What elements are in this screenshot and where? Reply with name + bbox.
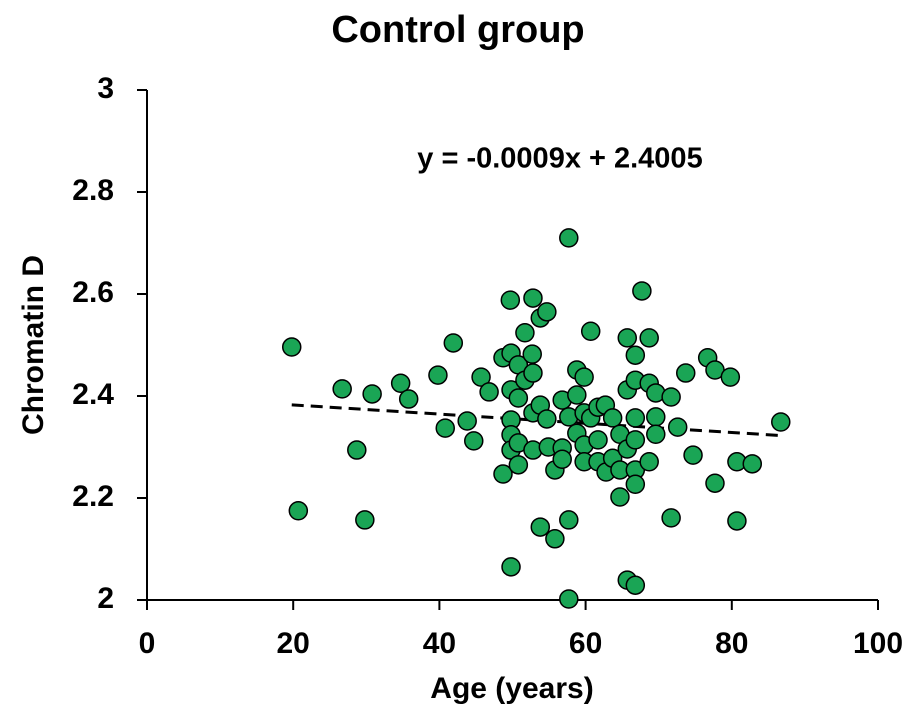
data-point [288, 501, 309, 521]
data-point [675, 363, 696, 383]
data-point [625, 430, 646, 450]
data-point [530, 517, 551, 537]
data-point [435, 418, 455, 438]
data-point [479, 382, 499, 402]
data-point [559, 510, 579, 530]
data-point [552, 449, 572, 469]
data-point [625, 345, 646, 365]
data-point [522, 344, 542, 364]
data-point [464, 431, 484, 451]
data-point [661, 387, 681, 407]
data-point [523, 288, 543, 308]
data-point [625, 575, 646, 595]
data-point [537, 302, 557, 322]
data-point [667, 417, 688, 437]
y-tick-label: 2.4 [72, 378, 114, 411]
data-point [281, 337, 302, 357]
y-tick-label: 2.6 [72, 276, 114, 309]
data-point [559, 228, 579, 248]
y-tick-label: 2.2 [72, 480, 114, 513]
data-point [362, 384, 382, 404]
data-point [567, 385, 587, 405]
data-point [515, 323, 535, 343]
data-point [355, 510, 375, 530]
data-point [632, 281, 652, 301]
data-point [646, 424, 666, 444]
x-tick-label: 20 [277, 627, 310, 660]
data-point [574, 367, 594, 387]
data-point [332, 379, 352, 399]
data-point [720, 367, 741, 387]
data-point [500, 290, 521, 310]
chart-title: Control group [331, 9, 584, 51]
data-point [602, 408, 623, 428]
x-axis-label: Age (years) [430, 672, 593, 705]
data-point [661, 508, 681, 528]
data-point [390, 373, 411, 393]
data-point [646, 407, 666, 427]
y-tick-label: 3 [97, 72, 114, 105]
data-point [398, 389, 419, 409]
trendline [291, 403, 781, 438]
data-point [625, 474, 646, 494]
x-tick-label: 0 [139, 627, 156, 660]
x-tick-label: 100 [853, 627, 903, 660]
data-point [347, 440, 367, 460]
data-point [508, 388, 529, 408]
data-point [471, 367, 491, 387]
data-point [639, 328, 659, 348]
data-point [771, 412, 791, 432]
data-point [610, 487, 630, 507]
x-tick-label: 80 [715, 627, 748, 660]
y-tick-label: 2.8 [72, 174, 114, 207]
data-point [625, 408, 646, 428]
data-point [639, 452, 659, 472]
data-point [501, 557, 521, 577]
x-tick-label: 40 [423, 627, 456, 660]
data-point [559, 589, 579, 609]
data-point [457, 411, 477, 431]
data-point [443, 333, 464, 353]
data-point [617, 328, 638, 348]
y-axis-label: Chromatin D [17, 255, 50, 435]
data-point [428, 365, 448, 385]
data-point [580, 321, 601, 341]
data-point [742, 454, 763, 474]
data-point [523, 363, 543, 383]
data-point [537, 409, 557, 429]
data-point [588, 430, 608, 450]
data-point [727, 511, 747, 531]
data-point [508, 455, 529, 475]
data-point [545, 529, 565, 549]
y-tick-label: 2 [97, 582, 114, 615]
data-point [705, 473, 725, 493]
data-point [683, 445, 703, 465]
data-point [493, 464, 513, 484]
x-tick-label: 60 [569, 627, 602, 660]
equation: y = -0.0009x + 2.4005 [417, 143, 702, 175]
